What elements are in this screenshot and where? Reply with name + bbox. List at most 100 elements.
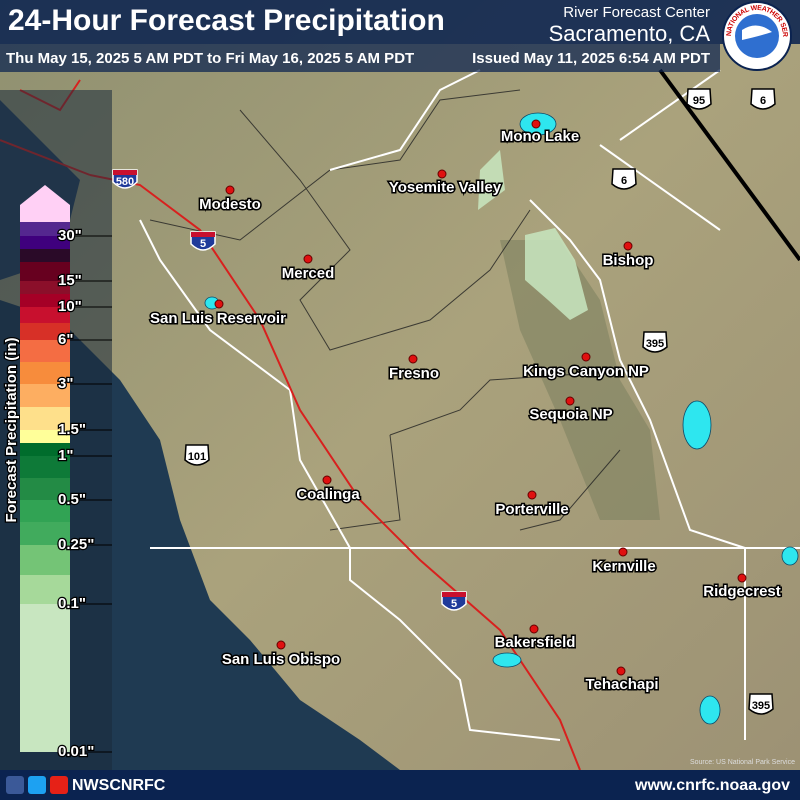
city-dot bbox=[303, 254, 313, 264]
city-dot bbox=[623, 241, 633, 251]
legend-label: 0.25" bbox=[58, 536, 94, 553]
legend-swatch bbox=[20, 294, 70, 307]
legend-arrow bbox=[20, 185, 70, 222]
shield-label: 5 bbox=[200, 238, 206, 250]
city-dot bbox=[618, 547, 628, 557]
issued: Issued May 11, 2025 6:54 AM PDT bbox=[472, 50, 710, 67]
interstate-band bbox=[442, 592, 466, 597]
us-shield bbox=[750, 88, 776, 110]
footer-bar bbox=[0, 770, 800, 800]
city-label: Sequoia NP bbox=[529, 406, 612, 423]
city-label: San Luis Obispo bbox=[222, 651, 340, 668]
header-bar bbox=[0, 0, 800, 44]
us-shield bbox=[642, 331, 668, 353]
city-label: Yosemite Valley bbox=[389, 179, 502, 196]
us-shield bbox=[184, 444, 210, 466]
legend-label: 10" bbox=[58, 298, 82, 315]
interstate-band bbox=[113, 170, 137, 175]
legend-swatch bbox=[20, 575, 70, 604]
legend-label: 15" bbox=[58, 272, 82, 289]
legend-swatch bbox=[20, 222, 70, 236]
legend-swatch bbox=[20, 384, 70, 407]
city-dot bbox=[581, 352, 591, 362]
city-label: San Luis Reservoir bbox=[150, 310, 286, 327]
city-dot bbox=[225, 185, 235, 195]
legend-swatch bbox=[20, 500, 70, 522]
url: www.cnrfc.noaa.gov bbox=[634, 777, 790, 794]
city-label: Bakersfield bbox=[495, 634, 576, 651]
city-label: Bishop bbox=[603, 252, 654, 269]
legend-swatch bbox=[20, 456, 70, 478]
city-label: Kings Canyon NP bbox=[523, 363, 649, 380]
city-dot bbox=[565, 396, 575, 406]
city-dot bbox=[531, 119, 541, 129]
city-dot bbox=[322, 475, 332, 485]
legend-swatch bbox=[20, 430, 70, 443]
legend-label: 0.5" bbox=[58, 491, 86, 508]
legend-swatch bbox=[20, 262, 70, 281]
legend-swatch bbox=[20, 545, 70, 575]
us-shield bbox=[686, 88, 712, 110]
legend-label: 1" bbox=[58, 447, 73, 464]
city-label: Tehachapi bbox=[585, 676, 658, 693]
legend-label: 3" bbox=[58, 375, 73, 392]
city-dot bbox=[437, 169, 447, 179]
city-dot bbox=[529, 624, 539, 634]
subheader-bar bbox=[0, 44, 720, 72]
legend-swatch bbox=[20, 281, 70, 294]
shield-label: 101 bbox=[188, 451, 206, 463]
social-icons bbox=[6, 776, 68, 794]
legend-swatch bbox=[20, 604, 70, 752]
interstate-band bbox=[191, 232, 215, 237]
city-label: Coalinga bbox=[296, 486, 360, 503]
city-dot bbox=[616, 666, 626, 676]
us-shield bbox=[611, 168, 637, 190]
handle: NWSCNRFC bbox=[72, 777, 166, 794]
city-dot bbox=[276, 640, 286, 650]
shield-label: 5 bbox=[451, 598, 457, 610]
lakes bbox=[204, 112, 799, 725]
precip-area bbox=[478, 150, 505, 210]
city-dot bbox=[214, 299, 224, 309]
legend-label: 6" bbox=[58, 331, 73, 348]
shield-label: 6 bbox=[621, 175, 627, 187]
city-label: Porterville bbox=[495, 501, 568, 518]
boundaries bbox=[139, 69, 800, 741]
legend-swatch bbox=[20, 362, 70, 384]
location: Sacramento, CA bbox=[549, 21, 711, 46]
legend-label: 30" bbox=[58, 227, 82, 244]
legend-swatch bbox=[20, 407, 70, 430]
shield-label: 6 bbox=[760, 95, 766, 107]
city-dot bbox=[408, 354, 418, 364]
city-label: Merced bbox=[282, 265, 335, 282]
legend-swatch bbox=[20, 249, 70, 262]
period: Thu May 15, 2025 5 AM PDT to Fri May 16,… bbox=[6, 50, 414, 67]
shield-label: 395 bbox=[646, 338, 664, 350]
city-label: Ridgecrest bbox=[703, 583, 781, 600]
legend-swatch bbox=[20, 443, 70, 456]
shield-label: 580 bbox=[116, 176, 134, 188]
legend-swatch bbox=[20, 478, 70, 500]
city-dot bbox=[527, 490, 537, 500]
office: River Forecast Center bbox=[563, 4, 710, 21]
title: 24-Hour Forecast Precipitation bbox=[8, 4, 445, 37]
us-shield bbox=[748, 693, 774, 715]
legend-swatch bbox=[20, 236, 70, 249]
shield-label: 395 bbox=[752, 700, 770, 712]
state-line bbox=[658, 68, 800, 262]
legend-swatch bbox=[20, 323, 70, 340]
county-lines bbox=[149, 89, 641, 531]
interstate-5 bbox=[89, 174, 581, 771]
legend-label: 0.1" bbox=[58, 595, 86, 612]
legend-label: 0.01" bbox=[58, 743, 94, 760]
city-label: Mono Lake bbox=[501, 128, 579, 145]
legend-label: 1.5" bbox=[58, 421, 86, 438]
city-label: Modesto bbox=[199, 196, 261, 213]
legend-swatch bbox=[20, 522, 70, 545]
legend-title: Forecast Precipitation (in) bbox=[3, 337, 20, 522]
city-label: Fresno bbox=[389, 365, 439, 382]
precip-area bbox=[525, 228, 588, 320]
legend-swatch bbox=[20, 340, 70, 362]
city-dot bbox=[737, 573, 747, 583]
